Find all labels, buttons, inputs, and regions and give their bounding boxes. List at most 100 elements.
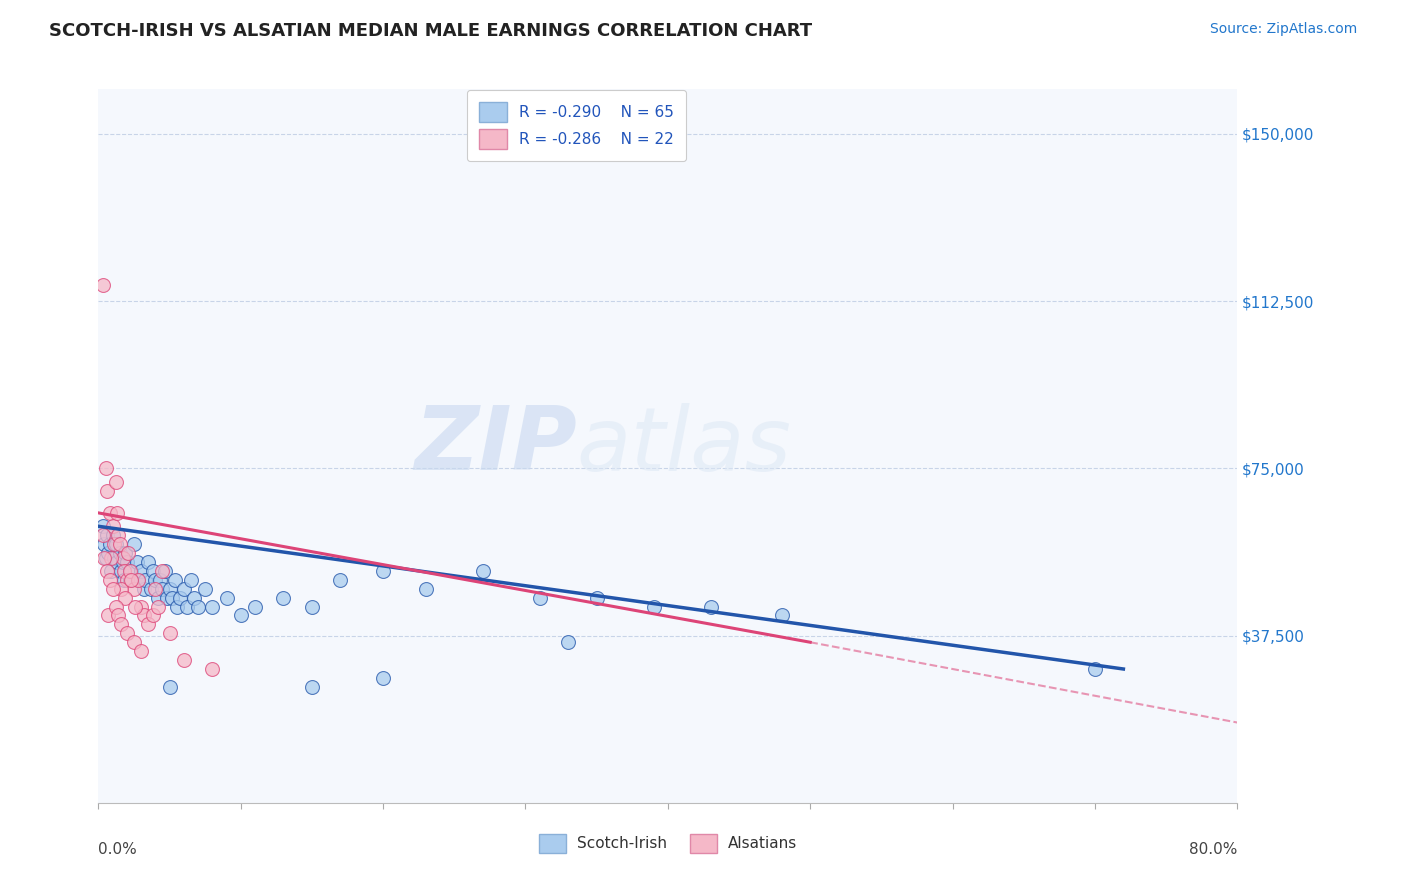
Point bbox=[152, 582, 174, 596]
Point bbox=[124, 599, 146, 614]
Point bbox=[127, 573, 149, 587]
Point bbox=[139, 582, 162, 596]
Point bbox=[93, 537, 115, 551]
Point bbox=[118, 573, 141, 587]
Point bbox=[136, 617, 159, 632]
Point bbox=[115, 626, 138, 640]
Point bbox=[98, 537, 121, 551]
Point bbox=[91, 519, 114, 533]
Point bbox=[301, 599, 323, 614]
Point bbox=[155, 564, 177, 578]
Point bbox=[94, 550, 117, 565]
Point bbox=[93, 550, 115, 565]
Point bbox=[141, 564, 163, 578]
Point bbox=[529, 591, 551, 605]
Point bbox=[183, 591, 205, 605]
Point bbox=[1084, 662, 1107, 676]
Point bbox=[98, 573, 121, 587]
Point bbox=[166, 599, 188, 614]
Point bbox=[101, 519, 124, 533]
Point bbox=[165, 573, 187, 587]
Point bbox=[120, 564, 142, 578]
Point bbox=[104, 599, 127, 614]
Point bbox=[122, 582, 145, 596]
Point bbox=[145, 582, 167, 596]
Point bbox=[112, 573, 135, 587]
Point bbox=[585, 591, 607, 605]
Point bbox=[127, 573, 149, 587]
Text: ZIP: ZIP bbox=[413, 402, 576, 490]
Point bbox=[101, 582, 124, 596]
Point bbox=[122, 635, 145, 649]
Point bbox=[103, 550, 125, 565]
Point bbox=[104, 537, 127, 551]
Point bbox=[104, 475, 127, 489]
Point bbox=[100, 550, 122, 565]
Point bbox=[201, 599, 224, 614]
Point bbox=[373, 671, 395, 685]
Point bbox=[169, 591, 191, 605]
Point bbox=[115, 573, 138, 587]
Point bbox=[96, 528, 118, 542]
Point bbox=[136, 555, 159, 569]
Point bbox=[100, 564, 122, 578]
Point bbox=[94, 461, 117, 475]
Point bbox=[91, 278, 114, 293]
Point bbox=[120, 573, 142, 587]
Point bbox=[243, 599, 266, 614]
Point bbox=[148, 591, 170, 605]
Point bbox=[159, 626, 181, 640]
Point bbox=[770, 608, 793, 623]
Point bbox=[699, 599, 721, 614]
Point bbox=[105, 555, 128, 569]
Point bbox=[194, 582, 217, 596]
Point bbox=[215, 591, 238, 605]
Point bbox=[415, 582, 437, 596]
Point bbox=[643, 599, 665, 614]
Point bbox=[97, 608, 120, 623]
Point bbox=[107, 608, 129, 623]
Point bbox=[114, 546, 136, 560]
Point bbox=[107, 528, 129, 542]
Point bbox=[134, 573, 156, 587]
Point bbox=[97, 546, 120, 560]
Point bbox=[118, 564, 141, 578]
Point bbox=[101, 528, 124, 542]
Point bbox=[149, 573, 172, 587]
Point bbox=[148, 599, 170, 614]
Point bbox=[110, 582, 132, 596]
Point bbox=[110, 617, 132, 632]
Point bbox=[373, 564, 395, 578]
Point bbox=[117, 546, 139, 560]
Point bbox=[159, 582, 181, 596]
Text: 80.0%: 80.0% bbox=[1189, 842, 1237, 857]
Point bbox=[180, 573, 202, 587]
Point bbox=[110, 564, 132, 578]
Point bbox=[152, 564, 174, 578]
Point bbox=[103, 537, 125, 551]
Point bbox=[273, 591, 295, 605]
Point bbox=[301, 680, 323, 694]
Point bbox=[557, 635, 579, 649]
Point bbox=[105, 506, 128, 520]
Point bbox=[471, 564, 494, 578]
Point bbox=[229, 608, 252, 623]
Point bbox=[141, 608, 163, 623]
Point bbox=[201, 662, 224, 676]
Point bbox=[145, 573, 167, 587]
Point bbox=[329, 573, 352, 587]
Point bbox=[156, 591, 179, 605]
Point bbox=[129, 564, 152, 578]
Legend: Scotch-Irish, Alsatians: Scotch-Irish, Alsatians bbox=[533, 828, 803, 859]
Point bbox=[132, 582, 155, 596]
Point bbox=[176, 599, 198, 614]
Point bbox=[129, 599, 152, 614]
Point bbox=[173, 653, 195, 667]
Point bbox=[111, 550, 134, 565]
Point bbox=[132, 608, 155, 623]
Point bbox=[115, 555, 138, 569]
Point bbox=[98, 506, 121, 520]
Point bbox=[162, 591, 184, 605]
Text: atlas: atlas bbox=[576, 403, 792, 489]
Point bbox=[173, 582, 195, 596]
